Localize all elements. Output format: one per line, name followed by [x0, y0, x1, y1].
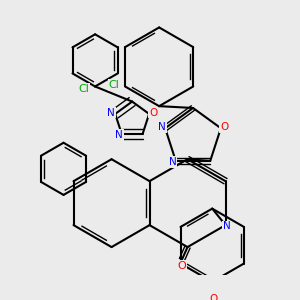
Text: O: O — [220, 122, 228, 132]
Text: O: O — [209, 294, 217, 300]
Text: N: N — [158, 122, 166, 132]
Text: O: O — [149, 107, 158, 118]
Text: Cl: Cl — [79, 84, 90, 94]
Text: Cl: Cl — [109, 80, 119, 90]
Text: N: N — [169, 157, 176, 167]
Text: N: N — [107, 107, 115, 118]
Text: N: N — [115, 130, 123, 140]
Text: N: N — [223, 221, 231, 232]
Text: O: O — [178, 261, 186, 271]
